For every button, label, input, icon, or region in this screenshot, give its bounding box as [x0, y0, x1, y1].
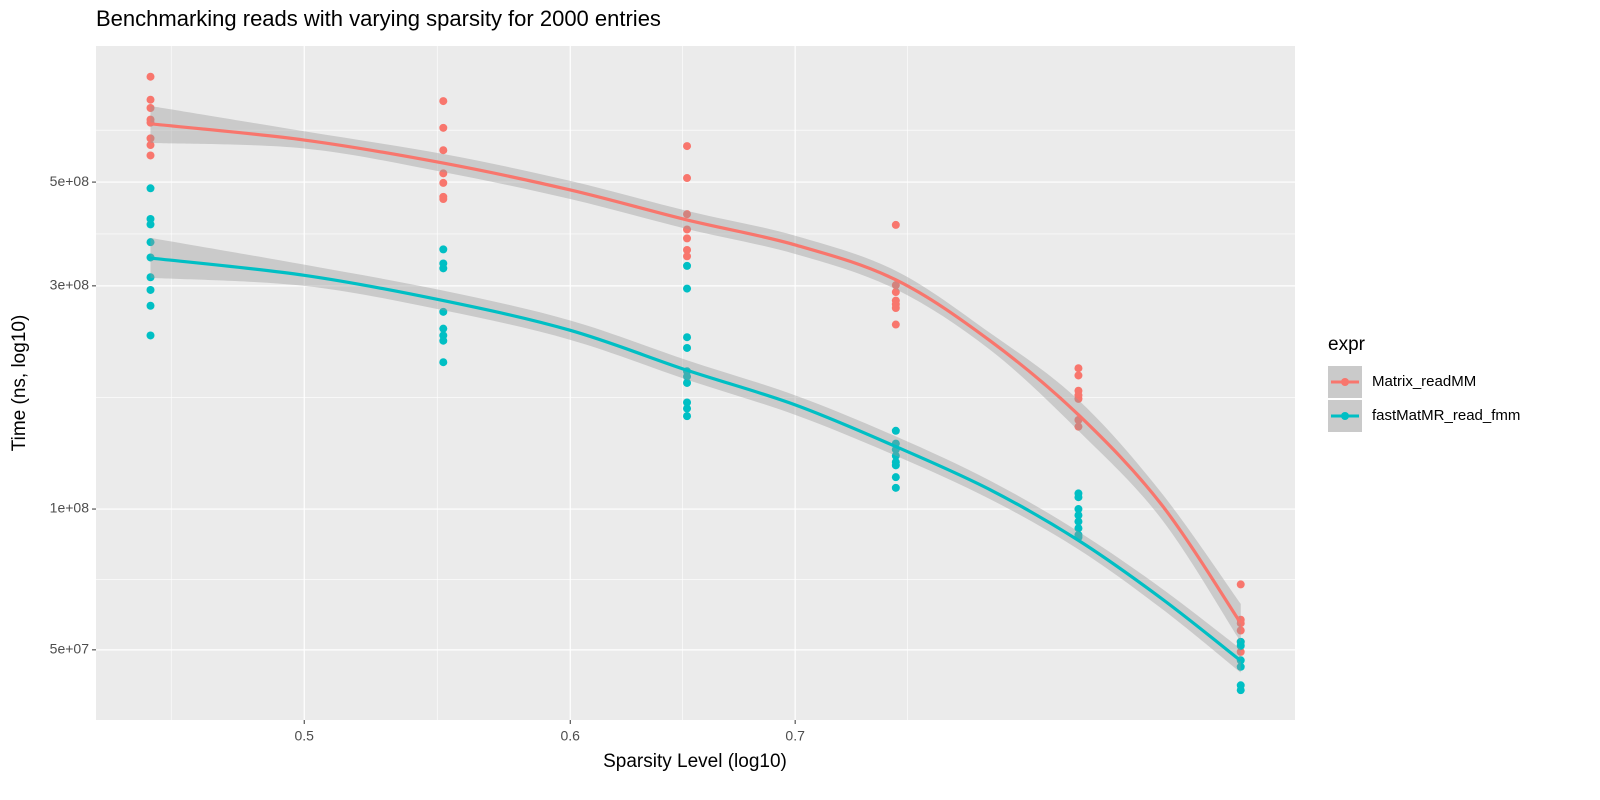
point [891, 426, 900, 435]
points [146, 72, 1245, 695]
point [683, 372, 692, 381]
legend: Matrix_readMM fastMatMR_read_fmm [1328, 366, 1520, 432]
x-tick-label: 0.7 [785, 728, 805, 744]
point [146, 141, 155, 150]
point [683, 343, 692, 352]
point [439, 169, 448, 178]
point [1074, 394, 1083, 403]
point [1236, 662, 1245, 671]
point [683, 210, 692, 219]
point [891, 451, 900, 460]
point [891, 461, 900, 470]
point [439, 178, 448, 187]
point [1236, 580, 1245, 589]
point [683, 245, 692, 254]
point [1236, 647, 1245, 656]
point [146, 273, 155, 282]
point [891, 304, 900, 313]
point [891, 281, 900, 290]
point [1074, 493, 1083, 502]
legend-key-point [1341, 378, 1349, 386]
point [891, 483, 900, 492]
point [1236, 641, 1245, 650]
legend-key-point [1341, 412, 1349, 420]
point [146, 72, 155, 81]
point [439, 97, 448, 106]
point [1074, 511, 1083, 520]
legend-label: fastMatMR_read_fmm [1372, 407, 1520, 424]
y-tick-label: 3e+08 [50, 277, 90, 293]
point [1074, 517, 1083, 526]
point [439, 123, 448, 132]
point [146, 184, 155, 193]
point [1236, 626, 1245, 635]
y-tick-label: 5e+08 [50, 173, 90, 189]
point [683, 225, 692, 234]
point [439, 195, 448, 204]
point [146, 238, 155, 247]
minor-grid [96, 46, 1295, 720]
point [439, 307, 448, 316]
point [891, 220, 900, 229]
y-axis-title: Time (ns, log10) [9, 315, 30, 452]
point [683, 234, 692, 243]
point [146, 151, 155, 160]
point [683, 284, 692, 293]
point [891, 288, 900, 297]
point [146, 95, 155, 104]
x-axis-title: Sparsity Level (log10) [603, 751, 787, 772]
y-tick-label: 1e+08 [50, 500, 90, 516]
point [683, 261, 692, 270]
point [1074, 364, 1083, 373]
point [1074, 524, 1083, 533]
point [1074, 422, 1083, 431]
axes: 0.5 0.6 0.7 5e+07 1e+08 3e+08 5e+08 [50, 173, 805, 744]
point [683, 142, 692, 151]
point [146, 220, 155, 229]
point [146, 331, 155, 340]
point [439, 336, 448, 345]
point [683, 333, 692, 342]
point [146, 134, 155, 143]
panel [96, 46, 1295, 720]
point [439, 245, 448, 254]
grid [96, 46, 1295, 720]
point [146, 285, 155, 294]
point [439, 264, 448, 273]
point [146, 104, 155, 113]
point [683, 412, 692, 421]
x-tick-label: 0.5 [294, 728, 314, 744]
point [891, 473, 900, 482]
legend-title: expr [1328, 334, 1366, 355]
y-tick-label: 5e+07 [50, 641, 90, 657]
point [146, 301, 155, 310]
point [891, 320, 900, 329]
point [1074, 371, 1083, 380]
point [1236, 686, 1245, 695]
x-tick-label: 0.6 [561, 728, 581, 744]
point [683, 404, 692, 413]
smooth-layer [150, 106, 1243, 673]
chart-title: Benchmarking reads with varying sparsity… [96, 6, 661, 31]
smooth-line [150, 122, 1243, 625]
point [439, 324, 448, 333]
point [439, 146, 448, 155]
point [683, 378, 692, 387]
smooth-line [150, 256, 1242, 662]
point [683, 174, 692, 183]
point [683, 398, 692, 407]
legend-label: Matrix_readMM [1372, 373, 1476, 390]
point [439, 358, 448, 367]
point [683, 252, 692, 261]
confidence-ribbon [150, 106, 1241, 642]
point [1074, 505, 1083, 514]
confidence-ribbon [150, 237, 1241, 673]
